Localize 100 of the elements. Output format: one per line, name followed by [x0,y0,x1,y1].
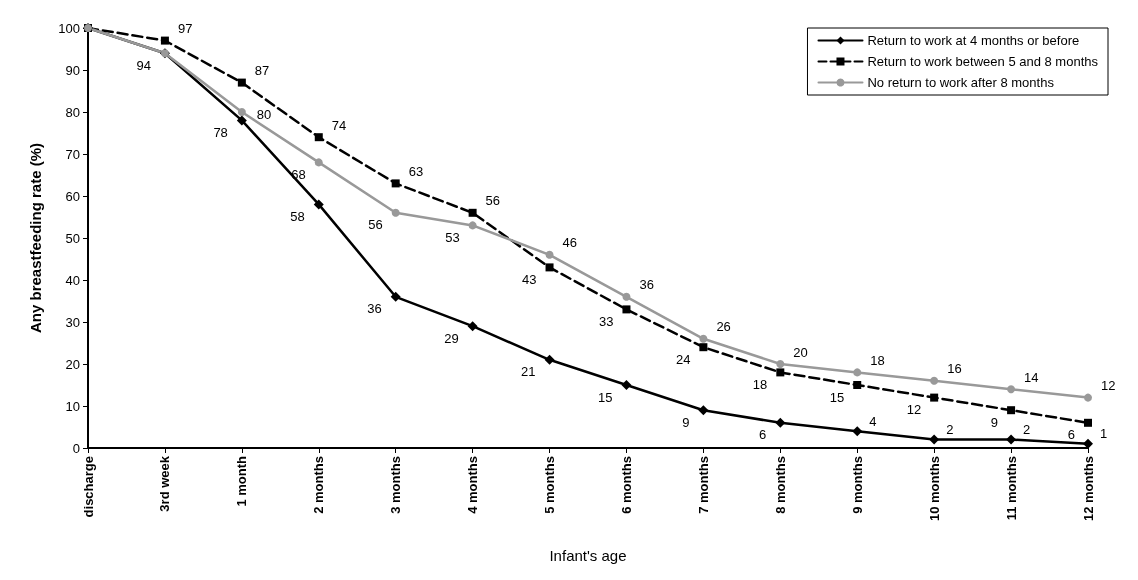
point [160,36,169,45]
x-tick-label: discharge [80,456,96,518]
data-label: 18 [752,376,768,392]
point [1084,393,1092,402]
y-tick-label: 20 [65,356,80,372]
x-tick-label: 5 months [542,456,558,514]
data-label: 1 [1100,426,1108,442]
point [699,343,708,352]
point [236,115,247,126]
point [467,321,478,332]
data-label: 74 [331,117,347,133]
y-tick-label: 10 [65,398,80,414]
data-label: 56 [368,217,383,233]
y-tick-label: 40 [65,272,80,288]
data-label: 33 [598,313,614,329]
point [853,368,862,377]
x-tick-label: 6 months [618,456,634,514]
y-tick-label: 0 [72,440,80,456]
point [621,380,632,390]
data-label: 9 [990,414,999,430]
data-label: 6 [1067,427,1075,443]
x-tick-label: 3rd week [157,455,173,512]
y-tick-label: 30 [65,314,80,330]
data-label: 80 [256,106,272,122]
data-label: 15 [829,389,845,405]
data-label: 46 [562,235,578,251]
point [1007,406,1016,415]
point [237,108,246,116]
data-label: 58 [290,208,305,224]
data-label: 2 [946,422,954,438]
point [1084,418,1092,427]
point [775,417,786,428]
point [314,133,323,142]
point [929,434,940,445]
y-tick-label: 90 [65,62,80,78]
point [776,360,785,368]
data-label: 87 [254,63,270,79]
data-label: 78 [213,124,228,140]
point [545,250,554,259]
data-label: 18 [870,352,885,368]
point [853,381,862,389]
y-tick-label: 50 [65,230,80,246]
x-axis-title: Infant's age [549,547,627,564]
point [313,199,324,210]
data-label: 24 [675,351,691,367]
data-label: 43 [522,271,537,287]
point [391,179,400,188]
x-tick-label: 1 month [234,455,250,507]
y-tick-label: 80 [65,104,80,120]
point [544,354,555,365]
data-label: 2 [1023,422,1031,438]
legend-label: Return to work at 4 months or before [867,33,1080,48]
legend-label: No return to work after 8 months [867,75,1055,90]
data-label: 4 [869,413,877,429]
data-label: 97 [177,21,193,37]
data-label: 26 [716,319,731,335]
point [237,78,246,87]
data-label: 9 [682,414,690,430]
point [699,334,708,343]
y-tick-label: 70 [65,146,80,162]
data-label: 15 [597,389,613,405]
point [1007,385,1016,394]
point [314,158,323,167]
x-tick-label: 7 months [695,456,711,514]
data-label: 12 [1101,378,1116,394]
data-label: 6 [759,427,767,443]
point [930,376,939,385]
legend-label: Return to work between 5 and 8 months [867,54,1099,69]
point [545,263,554,272]
data-label: 36 [639,277,654,293]
point [622,292,631,301]
x-tick-label: 11 months [1003,456,1019,521]
point [776,368,785,377]
x-tick-label: 2 months [311,456,327,514]
point [698,405,709,416]
point [1083,438,1093,449]
x-tick-label: 8 months [772,456,788,514]
y-axis-title: Any breastfeeding rate (%) [27,142,44,334]
point [390,291,401,302]
x-tick-label: 10 months [926,456,942,522]
data-label: 16 [947,361,962,377]
data-label: 12 [906,402,922,418]
data-label: 14 [1024,369,1039,385]
point [930,393,939,402]
y-tick-label: 100 [58,20,80,36]
y-tick-label: 60 [65,188,80,204]
data-label: 56 [485,193,501,209]
data-label: 53 [445,229,460,245]
x-tick-label: 12 months [1080,456,1096,522]
x-tick-label: 4 months [465,456,481,514]
data-label: 36 [367,301,382,317]
data-label: 21 [521,364,536,380]
point [468,221,477,230]
point [852,426,863,437]
data-label: 20 [793,344,808,360]
point [391,208,400,217]
data-label: 63 [408,163,424,179]
point [468,208,477,217]
data-label: 94 [136,57,151,73]
point [1006,434,1017,445]
